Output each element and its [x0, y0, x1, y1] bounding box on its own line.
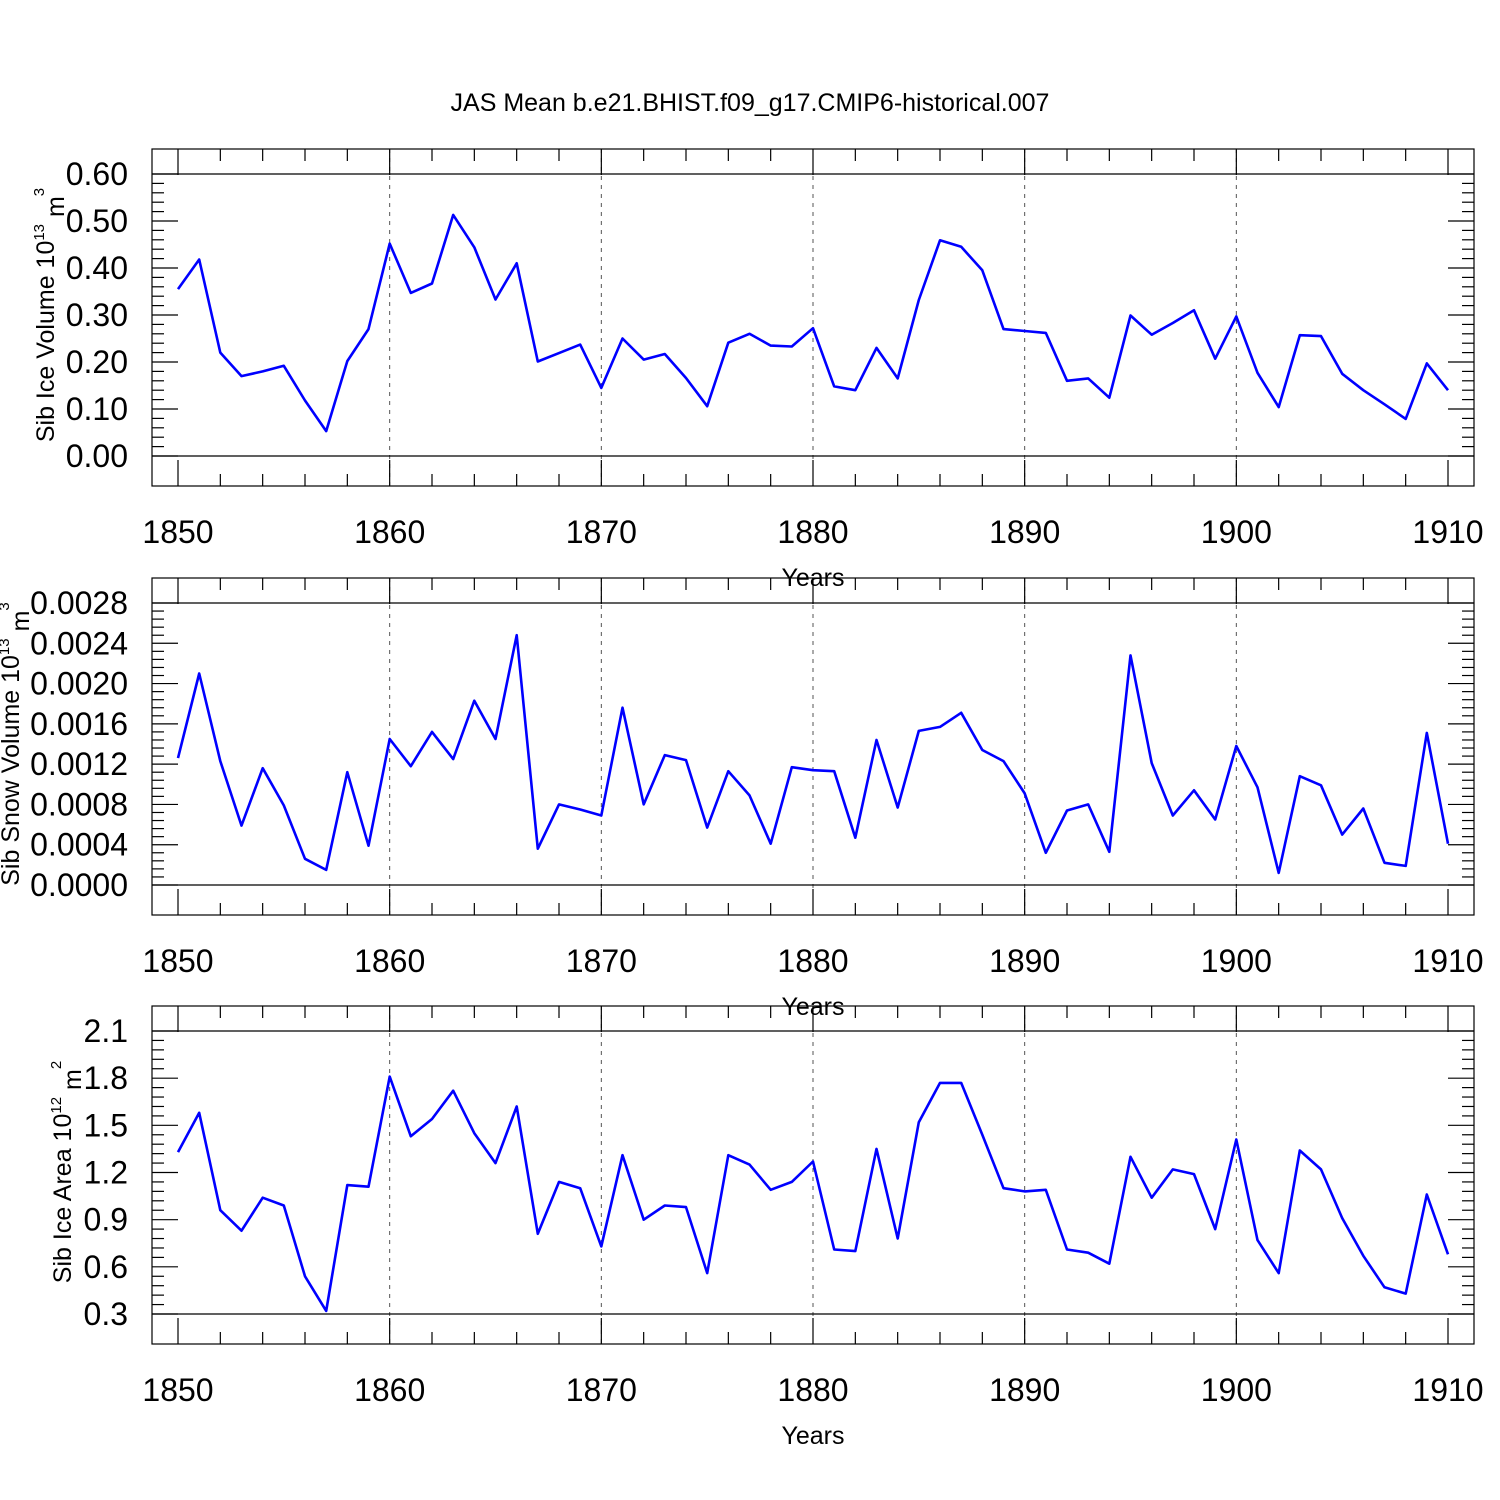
- x-tick-label: 1860: [354, 943, 425, 979]
- y-axis-label-unit: m: [42, 196, 70, 224]
- x-tick-label: 1860: [354, 514, 425, 550]
- y-axis-label-exp: 12: [48, 1097, 65, 1114]
- y-axis-label: Sib Ice Area 1012 m2: [48, 1061, 87, 1283]
- y-ticks: [152, 173, 1474, 457]
- y-tick-label: 0.00: [66, 438, 128, 474]
- x-tick-label: 1880: [777, 514, 848, 550]
- y-tick-label: 1.2: [84, 1155, 128, 1191]
- y-ticks: [152, 602, 1474, 886]
- y-tick-label: 0.60: [66, 156, 128, 192]
- y-tick-label: 0.10: [66, 391, 128, 427]
- chart-panel-1: 0.00 0.10 0.20 0.30 0.40 0.50 0.60 1850 1860 1870…: [31, 148, 1484, 592]
- y-axis-label-unit_exp: 3: [31, 188, 48, 196]
- x-tick-label: 1910: [1412, 943, 1483, 979]
- y-tick-label: 0.9: [84, 1202, 128, 1238]
- x-tick-label: 1850: [142, 514, 213, 550]
- x-tick-label: 1870: [566, 1372, 637, 1408]
- x-tick-label: 1860: [354, 1372, 425, 1408]
- y-tick-label: 1.8: [84, 1060, 128, 1096]
- y-tick-label: 0.0004: [30, 827, 128, 863]
- y-tick-label: 0.20: [66, 344, 128, 380]
- y-tick-label: 0.0024: [30, 625, 128, 661]
- plot-frame: [151, 1005, 1475, 1345]
- x-tick-label: 1890: [989, 943, 1060, 979]
- panels: 0.00 0.10 0.20 0.30 0.40 0.50 0.60 1850 1860 1870…: [0, 148, 1484, 1450]
- x-ticks: [177, 1006, 1449, 1344]
- x-tick-label: 1900: [1201, 1372, 1272, 1408]
- y-axis-label-unit_exp: 2: [48, 1061, 65, 1069]
- x-tick-label: 1870: [566, 943, 637, 979]
- series-line-sib-ice-area: [176, 1075, 1450, 1313]
- y-tick-label: 0.30: [66, 297, 128, 333]
- y-axis-label-exp: 13: [0, 638, 13, 655]
- x-tick-label: 1850: [142, 943, 213, 979]
- y-tick-label: 0.0000: [30, 867, 128, 903]
- chart-panel-2: 0.0000 0.0004 0.0008 0.0012 0.0016 0.0020 0.00…: [0, 577, 1484, 1021]
- x-tick-label: 1910: [1412, 514, 1483, 550]
- x-tick-label: 1870: [566, 514, 637, 550]
- figure-title: JAS Mean b.e21.BHIST.f09_g17.CMIP6-histo…: [451, 89, 1050, 117]
- y-axis-label-unit_exp: 3: [0, 602, 13, 610]
- x-ticks: [177, 149, 1449, 486]
- y-tick-label: 1.5: [84, 1107, 128, 1143]
- grid-lines: [389, 1006, 1237, 1344]
- series-line-sib-ice-volume: [176, 213, 1450, 433]
- y-axis-label-unit: m: [7, 611, 35, 639]
- x-tick-label: 1900: [1201, 514, 1272, 550]
- y-axis-label: Sib Ice Volume 1013 m3: [31, 188, 70, 442]
- x-tick-label: 1900: [1201, 943, 1272, 979]
- y-tick-label: 0.0008: [30, 786, 128, 822]
- y-tick-label: 0.0016: [30, 706, 128, 742]
- plot-frame: [151, 148, 1475, 487]
- y-tick-label: 0.40: [66, 250, 128, 286]
- x-tick-label: 1890: [989, 1372, 1060, 1408]
- x-tick-label: 1880: [777, 943, 848, 979]
- y-tick-label: 0.6: [84, 1249, 128, 1285]
- y-axis-label-main: Sib Ice Volume 10: [32, 241, 60, 443]
- y-axis-label-main: Sib Ice Area 10: [49, 1114, 77, 1284]
- chart-panel-3: 0.3 0.6 0.9 1.2 1.5 1.8 2.1 1850 1860 1870 1880 189…: [48, 1005, 1484, 1450]
- x-tick-label: 1880: [777, 1372, 848, 1408]
- x-tick-label: 1850: [142, 1372, 213, 1408]
- y-axis-label-unit: m: [59, 1069, 87, 1097]
- x-ticks: [177, 578, 1449, 915]
- series-line-sib-snow-volume: [176, 633, 1450, 875]
- y-axis-label: Sib Snow Volume 1013 m3: [0, 602, 35, 886]
- grid-lines: [389, 149, 1237, 486]
- grid-lines: [389, 578, 1237, 915]
- x-tick-label: 1910: [1412, 1372, 1483, 1408]
- y-axis-label-main: Sib Snow Volume 10: [0, 655, 25, 886]
- y-ticks: [152, 1030, 1474, 1315]
- y-tick-label: 2.1: [84, 1013, 128, 1049]
- y-axis-label-exp: 13: [31, 224, 48, 241]
- y-tick-label: 0.3: [84, 1296, 128, 1332]
- y-tick-label: 0.50: [66, 203, 128, 239]
- y-tick-label: 0.0020: [30, 666, 128, 702]
- x-axis-label: Years: [781, 1422, 844, 1450]
- y-tick-label: 0.0012: [30, 746, 128, 782]
- x-tick-label: 1890: [989, 514, 1060, 550]
- y-tick-label: 0.0028: [30, 585, 128, 621]
